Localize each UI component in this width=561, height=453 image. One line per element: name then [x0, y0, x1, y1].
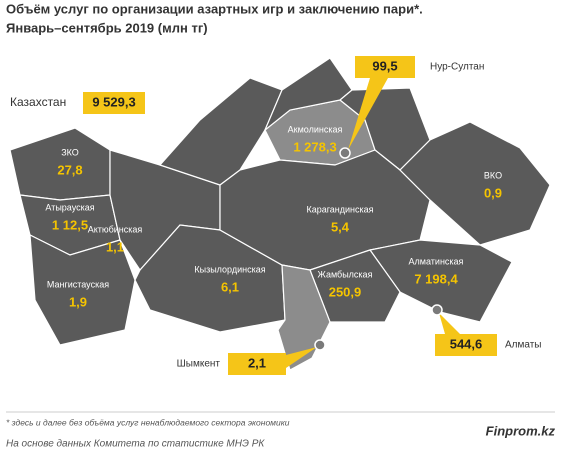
- city-value: 544,6: [450, 336, 483, 351]
- region-value: 250,9: [329, 284, 362, 299]
- region-value: 0,9: [484, 185, 502, 200]
- city-name: Нур-Султан: [430, 62, 484, 73]
- region-name: Жамбылская: [318, 269, 373, 279]
- total-value: 9 529,3: [92, 94, 135, 109]
- region-value: 6,1: [221, 279, 239, 294]
- region-name: Кызылординская: [194, 264, 265, 274]
- region-value: 5,4: [331, 219, 350, 234]
- city-name: Шымкент: [177, 359, 221, 370]
- region-value: 1,9: [69, 294, 87, 309]
- region-value: 1 278,3: [293, 139, 336, 154]
- region-value: 1 12,5: [52, 217, 88, 232]
- region-name: Алматинская: [409, 256, 464, 266]
- callout-pointer: [439, 313, 460, 334]
- region-name: Актюбинская: [88, 224, 143, 234]
- region-value: 1,1: [106, 239, 124, 254]
- city-value: 2,1: [248, 355, 266, 370]
- callout-pointer: [348, 78, 388, 150]
- footnote: * здесь и далее без объёма услуг ненаблю…: [6, 417, 290, 427]
- region-name: ЗКО: [61, 147, 79, 157]
- total-box: [83, 92, 145, 114]
- city-dot: [339, 147, 351, 159]
- regions-shapes: [9, 57, 551, 371]
- region-value: 7 198,4: [414, 271, 458, 286]
- region-name: Акмолинская: [288, 124, 343, 134]
- city-dot: [314, 339, 326, 351]
- region-name: Мангистауская: [47, 279, 109, 289]
- region-value: 27,8: [57, 162, 82, 177]
- callout-box: [435, 334, 497, 356]
- city-dot: [431, 304, 443, 316]
- subtitle: Январь–сентябрь 2019 (млн тг): [6, 20, 208, 35]
- brand: Finprom.kz: [486, 423, 556, 438]
- city-name: Алматы: [505, 340, 542, 351]
- callout-box: [228, 353, 286, 375]
- city-value: 99,5: [372, 58, 397, 73]
- callout-box: [355, 56, 415, 78]
- region-name: ВКО: [484, 170, 502, 180]
- total-label: Казахстан: [10, 95, 66, 109]
- region-name: Атырауская: [45, 202, 94, 212]
- callout-pointer: [286, 347, 317, 368]
- title: Объём услуг по организации азартных игр …: [6, 1, 423, 16]
- region-name: Карагандинская: [306, 204, 373, 214]
- source: На основе данных Комитета по статистике …: [6, 439, 265, 450]
